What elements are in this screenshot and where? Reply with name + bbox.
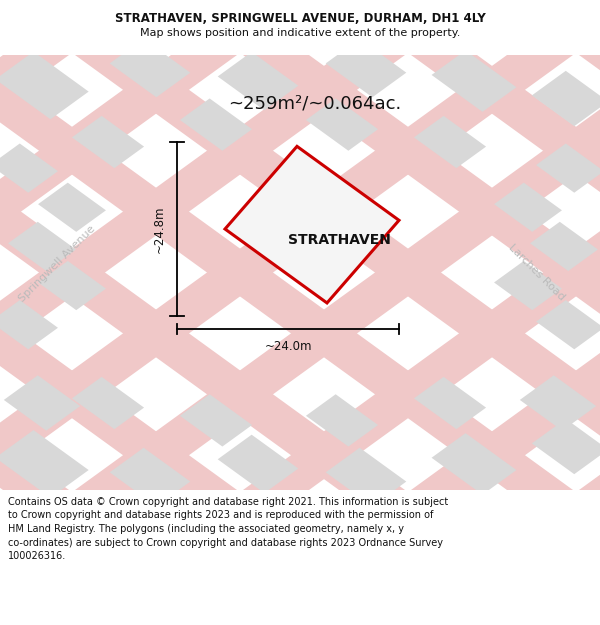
Polygon shape	[520, 376, 596, 431]
Polygon shape	[0, 55, 69, 490]
Polygon shape	[494, 261, 562, 310]
Polygon shape	[243, 55, 600, 490]
Polygon shape	[0, 300, 58, 349]
Polygon shape	[72, 377, 144, 429]
Polygon shape	[0, 55, 573, 490]
Polygon shape	[532, 71, 600, 126]
Polygon shape	[0, 55, 405, 490]
Text: STRATHAVEN: STRATHAVEN	[287, 233, 391, 247]
Polygon shape	[0, 55, 405, 490]
Polygon shape	[75, 55, 600, 490]
Text: ~24.0m: ~24.0m	[264, 340, 312, 353]
Polygon shape	[243, 55, 600, 490]
Polygon shape	[0, 55, 573, 490]
Polygon shape	[411, 55, 600, 490]
Polygon shape	[536, 300, 600, 349]
Polygon shape	[326, 448, 406, 506]
Text: ~259m²/~0.064ac.: ~259m²/~0.064ac.	[228, 94, 401, 112]
Polygon shape	[72, 116, 144, 168]
Text: Springwell Avenue: Springwell Avenue	[17, 224, 97, 304]
Polygon shape	[218, 52, 298, 111]
Polygon shape	[0, 55, 237, 490]
Polygon shape	[326, 39, 406, 98]
Text: Larches Road: Larches Road	[507, 242, 567, 302]
Polygon shape	[4, 376, 80, 431]
Polygon shape	[532, 419, 600, 474]
Polygon shape	[218, 434, 298, 493]
Text: Contains OS data © Crown copyright and database right 2021. This information is : Contains OS data © Crown copyright and d…	[8, 497, 448, 561]
Polygon shape	[0, 430, 89, 498]
Polygon shape	[414, 116, 486, 168]
Polygon shape	[411, 55, 600, 490]
Polygon shape	[414, 377, 486, 429]
Polygon shape	[536, 144, 600, 192]
Text: Map shows position and indicative extent of the property.: Map shows position and indicative extent…	[140, 29, 460, 39]
Polygon shape	[579, 55, 600, 490]
Text: STRATHAVEN, SPRINGWELL AVENUE, DURHAM, DH1 4LY: STRATHAVEN, SPRINGWELL AVENUE, DURHAM, D…	[115, 12, 485, 25]
Polygon shape	[494, 182, 562, 232]
Polygon shape	[180, 394, 252, 446]
Polygon shape	[110, 448, 190, 506]
Polygon shape	[530, 222, 598, 271]
Polygon shape	[110, 39, 190, 98]
Polygon shape	[0, 144, 58, 192]
Polygon shape	[38, 261, 106, 310]
Polygon shape	[38, 182, 106, 232]
Polygon shape	[306, 394, 378, 446]
Polygon shape	[180, 99, 252, 151]
Polygon shape	[0, 52, 89, 119]
Polygon shape	[75, 55, 600, 490]
Polygon shape	[431, 433, 517, 494]
Polygon shape	[225, 146, 399, 303]
Polygon shape	[306, 99, 378, 151]
Polygon shape	[431, 51, 517, 112]
Polygon shape	[0, 55, 237, 490]
Text: ~24.8m: ~24.8m	[153, 205, 166, 252]
Polygon shape	[8, 222, 76, 271]
Polygon shape	[0, 55, 69, 490]
Polygon shape	[579, 55, 600, 490]
